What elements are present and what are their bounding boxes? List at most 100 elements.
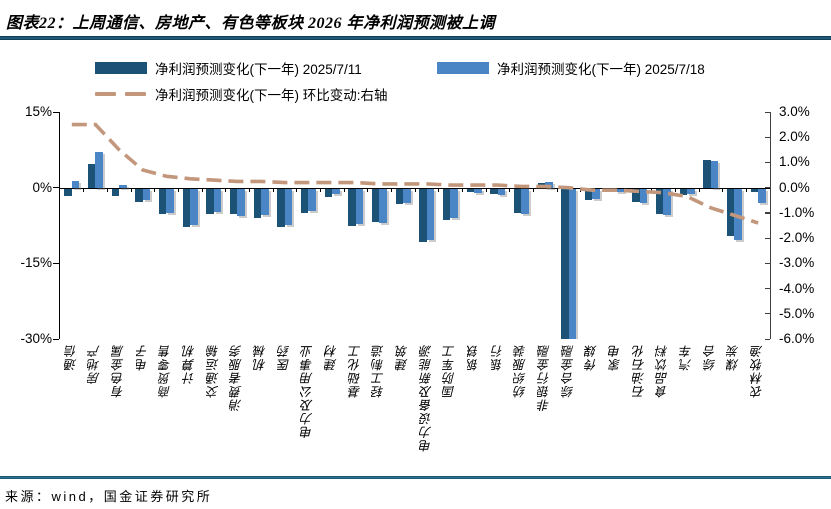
right-axis-spine [770, 112, 772, 339]
category-label: 基础化工 [348, 344, 363, 398]
bar-series2 [544, 181, 553, 188]
category-tick [201, 187, 203, 192]
left-axis-tick-label: -15% [20, 255, 52, 271]
bar-series2 [686, 188, 695, 194]
bar-series1 [679, 188, 687, 196]
category-label: 综合 [703, 344, 718, 371]
right-axis-tick [765, 212, 770, 214]
category-label-slot: 综合 [699, 344, 723, 371]
category-label-slot: 商贸零售 [155, 344, 179, 398]
category-tick [106, 187, 108, 192]
category-tick [177, 187, 179, 192]
right-axis-tick [765, 313, 770, 315]
legend-label: 净利润预测变化(下一年) 2025/7/11 [155, 62, 362, 77]
right-axis-tick-label: 2.0% [779, 129, 810, 145]
chart-title: 图表22：上周通信、房地产、有色等板块 2026 年净利润预测被上调 [6, 15, 496, 32]
category-label: 国防军工 [443, 344, 458, 398]
right-axis-tick [765, 338, 770, 340]
bar-series1 [608, 188, 616, 192]
bar-series1 [111, 188, 119, 197]
right-axis-tick-label: 3.0% [779, 104, 810, 119]
category-label: 商贸零售 [159, 344, 174, 398]
category-label-slot: 交通运输 [202, 344, 226, 398]
legend-label: 净利润预测变化(下一年) 2025/7/18 [497, 62, 705, 77]
category-label: 煤炭 [727, 344, 742, 371]
bar-series2 [639, 188, 648, 204]
category-label-slot: 电子 [131, 344, 155, 371]
category-label: 传媒 [585, 344, 600, 371]
right-axis-tick [765, 288, 770, 290]
category-label: 汽车 [680, 344, 695, 371]
category-label-slot: 通信 [60, 344, 84, 371]
category-tick [461, 187, 463, 192]
bar-series2 [568, 188, 577, 339]
category-tick [532, 187, 534, 192]
bar-series2 [402, 188, 411, 203]
category-label-slot: 计算机 [178, 344, 202, 385]
category-label: 消费者服务 [230, 344, 245, 412]
bar-series1 [750, 188, 758, 192]
bar-series1 [584, 188, 593, 201]
bar-series1 [419, 188, 427, 242]
category-tick [485, 187, 487, 192]
category-tick [248, 187, 250, 192]
category-tick [319, 187, 321, 192]
category-label: 家电 [609, 344, 624, 371]
right-axis-tick [765, 262, 770, 265]
category-label-slot: 建筑 [391, 344, 415, 371]
bar-series1 [726, 188, 735, 236]
category-label: 建材 [325, 344, 340, 371]
category-tick [509, 187, 511, 192]
left-axis-tick [53, 262, 59, 265]
category-axis-labels: 通信 房地产 有色金属 电子 商贸零售 计算机 交通运输 消费者服务 机械 医药 电力及公用事业 建材… [60, 344, 770, 474]
category-label: 轻工制造 [372, 344, 387, 398]
category-tick [603, 187, 605, 192]
bar-series1 [537, 182, 545, 188]
category-label: 有色金属 [112, 344, 127, 398]
category-label-slot: 传媒 [581, 344, 605, 371]
category-tick [272, 187, 274, 192]
category-label-slot: 国防军工 [439, 344, 463, 398]
category-label: 计算机 [183, 344, 198, 385]
right-axis-tick-label: 0.0% [779, 179, 810, 195]
right-axis-tick [765, 136, 770, 138]
bar-series2 [663, 188, 672, 216]
left-axis-tick-label: -30% [20, 331, 52, 346]
category-tick [651, 187, 653, 192]
right-axis-tick [765, 237, 770, 239]
right-axis-tick-label: -2.0% [779, 230, 815, 246]
footer-divider [0, 476, 831, 479]
category-tick [745, 187, 747, 192]
bar-series1 [87, 163, 96, 188]
right-axis-tick-label: -4.0% [779, 280, 815, 296]
category-label: 食品饮料 [656, 344, 671, 398]
bar-series2 [757, 188, 766, 203]
legend-swatch-bar [95, 62, 147, 74]
category-tick [674, 187, 676, 192]
category-label-slot: 综合金融 [557, 344, 581, 398]
bar-series2 [592, 188, 601, 200]
legend-item: 净利润预测变化(下一年) 2025/7/18 [437, 58, 705, 78]
category-label-slot: 钢铁 [462, 344, 486, 371]
bar-series1 [703, 159, 711, 188]
category-tick [580, 187, 582, 192]
category-tick [390, 187, 392, 192]
category-tick [83, 187, 85, 192]
category-label-slot: 非银行金融 [533, 344, 557, 412]
category-tick [438, 187, 440, 192]
category-label: 钢铁 [467, 344, 482, 371]
right-axis-tick [765, 161, 770, 164]
category-tick [698, 187, 700, 192]
bar-series1 [206, 188, 214, 214]
category-tick [154, 187, 156, 192]
category-label: 房地产 [88, 344, 103, 385]
category-tick [722, 187, 724, 192]
bar-series2 [710, 160, 719, 188]
right-axis-tick-label: -1.0% [779, 204, 815, 220]
legend-item: 净利润预测变化(下一年) 2025/7/11 [95, 58, 362, 78]
bar-series2 [734, 188, 743, 241]
right-axis-tick-label: -6.0% [779, 331, 815, 346]
left-axis-tick-label: 15% [24, 104, 52, 119]
category-label: 综合金融 [561, 344, 576, 398]
bar-series2 [308, 188, 317, 212]
